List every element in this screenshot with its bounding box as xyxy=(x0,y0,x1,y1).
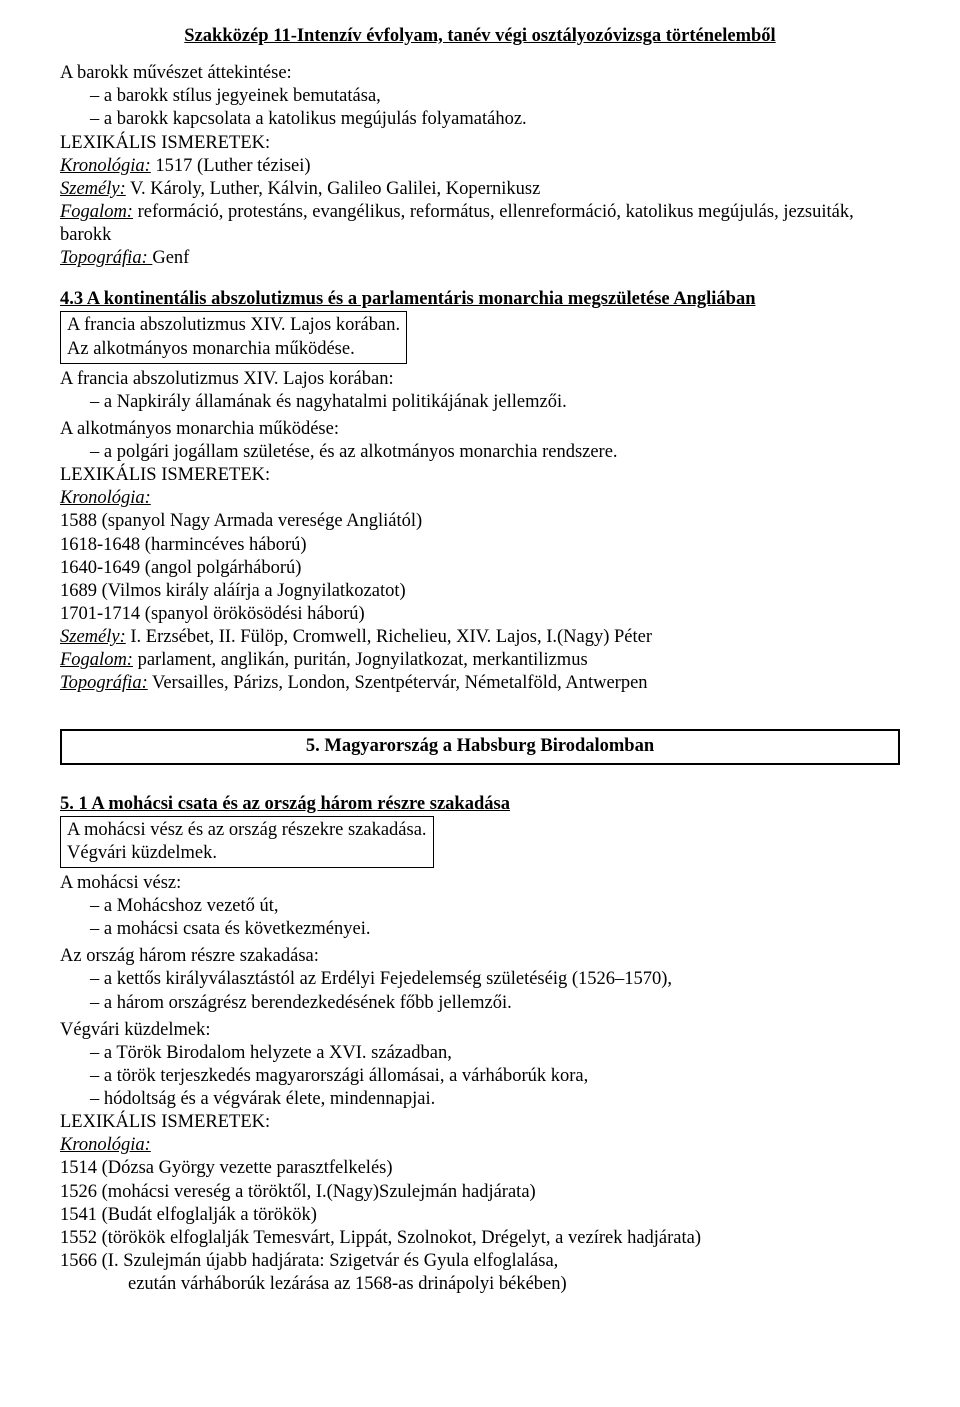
s1-intro: A barokk művészet áttekintése: xyxy=(60,62,900,85)
s3-bullet: hódoltság és a végvárak élete, mindennap… xyxy=(90,1088,900,1111)
kronologia-label: Kronológia: xyxy=(60,156,151,176)
kron-item: 1701-1714 (spanyol örökösödési háború) xyxy=(60,603,900,626)
kron-item: 1514 (Dózsa György vezette parasztfelkel… xyxy=(60,1157,900,1180)
kron-item: 1689 (Vilmos király aláírja a Jognyilatk… xyxy=(60,580,900,603)
kronologia-label: Kronológia: xyxy=(60,488,151,508)
s3-bullet: a török terjeszkedés magyarországi állom… xyxy=(90,1065,900,1088)
lex-heading: LEXIKÁLIS ISMERETEK: xyxy=(60,464,900,487)
s2-heading: 4.3 A kontinentális abszolutizmus és a p… xyxy=(60,288,900,311)
kron-item: 1566 (I. Szulejmán újabb hadjárata: Szig… xyxy=(60,1250,900,1273)
topografia-label: Topográfia: xyxy=(60,248,152,268)
szemely-label: Személy: xyxy=(60,627,126,647)
box-line: Végvári küzdelmek. xyxy=(67,842,427,865)
szemely-line: Személy: V. Károly, Luther, Kálvin, Gali… xyxy=(60,178,900,201)
kron-item: 1588 (spanyol Nagy Armada veresége Angli… xyxy=(60,510,900,533)
chapter-box: 5. Magyarország a Habsburg Birodalomban xyxy=(60,729,900,764)
fogalom-line: Fogalom: reformáció, protestáns, evangél… xyxy=(60,201,900,247)
kronologia-line: Kronológia: 1517 (Luther tézisei) xyxy=(60,155,900,178)
s2-p1: A francia abszolutizmus XIV. Lajos koráb… xyxy=(60,368,900,391)
kron-item: 1541 (Budát elfoglalják a törökök) xyxy=(60,1204,900,1227)
page-title: Szakközép 11-Intenzív évfolyam, tanév vé… xyxy=(60,25,900,48)
szemely-text: V. Károly, Luther, Kálvin, Galileo Galil… xyxy=(126,179,541,199)
s3-bullet: a mohácsi csata és következményei. xyxy=(90,918,900,941)
topografia-text: Genf xyxy=(152,248,189,268)
s3-p3: Végvári küzdelmek: xyxy=(60,1019,900,1042)
s3-bullet: a Török Birodalom helyzete a XVI. század… xyxy=(90,1042,900,1065)
framework-box: A mohácsi vész és az ország részekre sza… xyxy=(60,816,434,868)
topografia-text: Versailles, Párizs, London, Szentpétervá… xyxy=(148,673,648,693)
fogalom-line: Fogalom: parlament, anglikán, puritán, J… xyxy=(60,649,900,672)
kronologia-label: Kronológia: xyxy=(60,1135,151,1155)
kron-item: 1552 (törökök elfoglalják Temesvárt, Lip… xyxy=(60,1227,900,1250)
s2-p2: A alkotmányos monarchia működése: xyxy=(60,418,900,441)
szemely-line: Személy: I. Erzsébet, II. Fülöp, Cromwel… xyxy=(60,626,900,649)
topografia-line: Topográfia: Versailles, Párizs, London, … xyxy=(60,672,900,695)
topografia-line: Topográfia: Genf xyxy=(60,247,900,270)
fogalom-label: Fogalom: xyxy=(60,202,133,222)
s3-heading: 5. 1 A mohácsi csata és az ország három … xyxy=(60,793,900,816)
s2-bullet: a Napkirály államának és nagyhatalmi pol… xyxy=(90,391,900,414)
lex-heading: LEXIKÁLIS ISMERETEK: xyxy=(60,132,900,155)
s1-bullet: a barokk kapcsolata a katolikus megújulá… xyxy=(90,108,900,131)
fogalom-text: parlament, anglikán, puritán, Jognyilatk… xyxy=(133,650,588,670)
kronologia-label-line: Kronológia: xyxy=(60,1134,900,1157)
kron-item: 1526 (mohácsi vereség a töröktől, I.(Nag… xyxy=(60,1181,900,1204)
s2-bullet: a polgári jogállam születése, és az alko… xyxy=(90,441,900,464)
s1-bullet: a barokk stílus jegyeinek bemutatása, xyxy=(90,85,900,108)
s3-bullet: a Mohácshoz vezető út, xyxy=(90,895,900,918)
fogalom-text: reformáció, protestáns, evangélikus, ref… xyxy=(60,202,854,245)
s3-p2: Az ország három részre szakadása: xyxy=(60,945,900,968)
kronologia-text: 1517 (Luther tézisei) xyxy=(151,156,311,176)
szemely-text: I. Erzsébet, II. Fülöp, Cromwell, Richel… xyxy=(126,627,652,647)
kron-item: 1640-1649 (angol polgárháború) xyxy=(60,557,900,580)
s3-p1: A mohácsi vész: xyxy=(60,872,900,895)
s3-bullet: a három országrész berendezkedésének főb… xyxy=(90,992,900,1015)
framework-box: A francia abszolutizmus XIV. Lajos koráb… xyxy=(60,311,407,363)
kron-item-cont: ezután várháborúk lezárása az 1568-as dr… xyxy=(128,1273,900,1296)
s3-bullet: a kettős királyválasztástól az Erdélyi F… xyxy=(90,968,900,991)
lex-heading: LEXIKÁLIS ISMERETEK: xyxy=(60,1111,900,1134)
kron-item: 1618-1648 (harmincéves háború) xyxy=(60,534,900,557)
szemely-label: Személy: xyxy=(60,179,126,199)
kronologia-label-line: Kronológia: xyxy=(60,487,900,510)
topografia-label: Topográfia: xyxy=(60,673,148,693)
box-line: Az alkotmányos monarchia működése. xyxy=(67,338,400,361)
box-line: A mohácsi vész és az ország részekre sza… xyxy=(67,819,427,842)
fogalom-label: Fogalom: xyxy=(60,650,133,670)
box-line: A francia abszolutizmus XIV. Lajos koráb… xyxy=(67,314,400,337)
